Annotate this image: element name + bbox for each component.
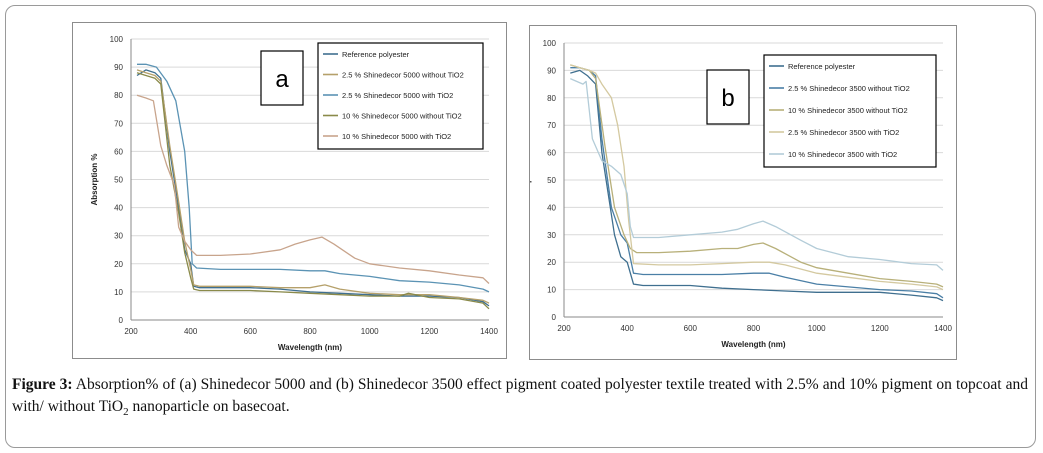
legend-entry: 2.5 % Shinedecor 5000 with TiO2	[342, 91, 453, 100]
x-tick-label: 400	[184, 327, 198, 336]
panel-label-box	[706, 69, 750, 125]
x-tick-label: 1400	[934, 324, 952, 333]
legend-entry: 10 % Shinedecor 5000 without TiO2	[342, 112, 462, 121]
x-tick-label: 600	[244, 327, 258, 336]
x-tick-label: 800	[303, 327, 317, 336]
caption-text-end: nanoparticle on basecoat.	[128, 398, 290, 415]
legend-box	[317, 42, 484, 150]
figure-caption: Figure 3: Absorption% of (a) Shinedecor …	[12, 374, 1028, 423]
y-tick-label: 40	[114, 204, 123, 213]
y-tick-label: 90	[114, 63, 123, 72]
caption-label: Figure 3:	[12, 376, 73, 393]
chart-panel-a: 0 10 20 30 40 50 60 70 80 90 100 200 400 600 800 1000 12…	[72, 22, 507, 359]
y-tick-label: 50	[547, 176, 556, 185]
legend-entry: 2.5 % Shinedecor 5000 without TiO2	[342, 71, 464, 80]
chart-a: 0 10 20 30 40 50 60 70 80 90 100 200 400 600 800 1000 12…	[90, 35, 498, 352]
series-line	[570, 64, 944, 291]
x-tick-label: 600	[684, 324, 698, 333]
y-tick-label: 70	[114, 119, 123, 128]
y-tick-label: 80	[547, 94, 556, 103]
legend-entry: 10 % Shinedecor 3500 with TiO2	[788, 150, 897, 159]
legend-box	[763, 54, 937, 168]
x-tick-label: 1000	[808, 324, 826, 333]
y-tick-label: 20	[547, 258, 556, 267]
y-tick-label: 60	[114, 147, 123, 156]
caption-text: Absorption% of (a) Shinedecor 5000 and (…	[12, 376, 1028, 415]
x-tick-label: 400	[620, 324, 634, 333]
series-line	[137, 63, 490, 293]
y-tick-label: 0	[119, 316, 124, 325]
y-tick-label: 10	[114, 288, 123, 297]
y-tick-label: 60	[547, 149, 556, 158]
x-tick-label: 1200	[871, 324, 889, 333]
y-tick-label: 70	[547, 121, 556, 130]
y-axis-label: Absorption %	[530, 154, 532, 206]
series-line	[570, 67, 944, 299]
panel-label-box	[260, 50, 304, 106]
y-tick-label: 50	[114, 176, 123, 185]
x-tick-label: 1400	[480, 327, 498, 336]
y-tick-label: 100	[110, 35, 124, 44]
y-axis-label: Absorption %	[90, 154, 99, 206]
panel-label: b	[721, 85, 734, 112]
x-axis-label: Wavelength (nm)	[721, 340, 785, 349]
x-tick-label: 1000	[361, 327, 379, 336]
legend-entry: 10 % Shinedecor 3500 without TiO2	[788, 106, 908, 115]
y-tick-label: 10	[547, 286, 556, 295]
legend-entry: Reference polyester	[342, 50, 410, 59]
chart-b: 0 10 20 30 40 50 60 70 80 90 100 200 400 600 800 1000 12…	[523, 39, 952, 349]
x-tick-label: 1200	[420, 327, 438, 336]
x-tick-label: 200	[557, 324, 571, 333]
series-line	[570, 69, 944, 302]
legend-entry: Reference polyester	[788, 62, 856, 71]
figure-frame	[5, 5, 1036, 448]
y-tick-label: 40	[547, 203, 556, 212]
y-tick-label: 20	[114, 260, 123, 269]
y-tick-label: 90	[547, 66, 556, 75]
legend-entry: 10 % Shinedecor 5000 with TiO2	[342, 132, 451, 141]
panel-label: a	[275, 66, 289, 93]
legend-entry: 2.5 % Shinedecor 3500 without TiO2	[788, 84, 910, 93]
y-tick-label: 30	[114, 232, 123, 241]
series-line	[136, 72, 490, 310]
legend-entry: 2.5 % Shinedecor 3500 with TiO2	[788, 128, 899, 137]
x-tick-label: 800	[747, 324, 761, 333]
x-tick-label: 200	[124, 327, 138, 336]
caption-subscript: 2	[123, 406, 129, 419]
series-line	[570, 64, 944, 288]
x-axis-label: Wavelength (nm)	[278, 343, 342, 352]
y-tick-label: 0	[552, 313, 557, 322]
y-tick-label: 100	[543, 39, 557, 48]
series-line	[570, 78, 944, 271]
series-line	[136, 94, 490, 284]
y-tick-label: 30	[547, 231, 556, 240]
chart-panel-b: 0 10 20 30 40 50 60 70 80 90 100 200 400 600 800 1000 12…	[523, 25, 957, 360]
y-tick-label: 80	[114, 91, 123, 100]
